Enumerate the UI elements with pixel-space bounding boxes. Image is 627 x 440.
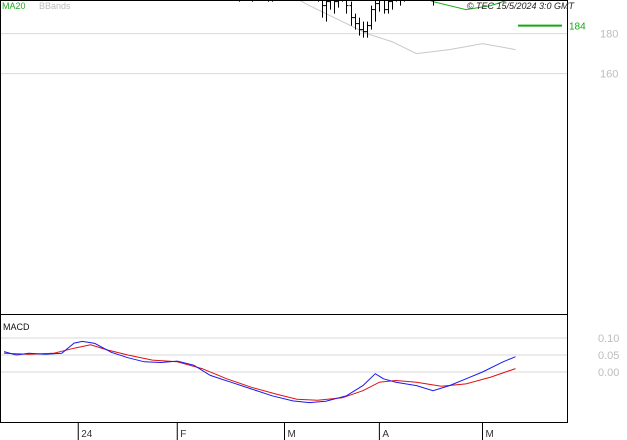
chart-frame — [0, 0, 568, 423]
ohlc-bar — [369, 5, 374, 30]
macd-tick-label: 0.00 — [598, 367, 619, 379]
ohlc-bar — [386, 0, 391, 14]
ohlc-bar — [349, 1, 354, 26]
x-tick-label: M — [486, 429, 494, 440]
ohlc-bar — [377, 0, 382, 12]
ohlc-bar — [373, 0, 378, 22]
grid-lines — [0, 33, 567, 440]
macd-panel-frame — [0, 314, 568, 423]
bbands-legend: BBands — [39, 1, 71, 11]
ohlc-bar — [346, 0, 349, 14]
ma20-line — [427, 0, 510, 11]
ohlc-bar — [334, 0, 337, 14]
ohlc-bar — [382, 0, 387, 14]
ohlc-bar — [328, 0, 331, 10]
macd-tick-label: 0.10 — [598, 333, 619, 345]
ma20-path — [427, 0, 510, 11]
ohlc-bar — [324, 0, 329, 22]
copyright-label: © TEC 15/5/2024 3:0 GMT — [467, 1, 576, 11]
ohlc-bar — [361, 21, 366, 38]
price-tick-label: 160 — [600, 69, 618, 81]
price-tick-label: 180 — [600, 29, 618, 41]
bollinger-bands — [297, 0, 516, 55]
signal-line — [3, 344, 516, 401]
x-tick-label: 24 — [81, 429, 93, 440]
ohlc-bar — [390, 0, 393, 10]
bb-lower-line — [297, 0, 516, 55]
macd-lines — [3, 340, 516, 404]
macd-line — [3, 340, 516, 404]
ma20-legend: MA20 — [2, 1, 26, 11]
price-panel-frame — [0, 0, 568, 315]
x-tick-label: A — [382, 429, 389, 440]
ohlc-bar — [336, 0, 339, 8]
macd-tick-label: 0.05 — [598, 350, 619, 362]
x-tick-label: M — [288, 429, 296, 440]
x-tick-label: F — [180, 429, 186, 440]
support-label: 184 — [569, 22, 586, 33]
ohlc-bar — [357, 17, 362, 36]
price-tick-label: 200 — [600, 0, 618, 1]
ohlc-bar — [322, 0, 325, 18]
ohlc-bar — [353, 13, 358, 30]
ohlc-bar — [365, 21, 370, 38]
ohlc-bar — [400, 0, 401, 6]
price-levels: 235184 — [518, 22, 586, 33]
macd-title: MACD — [3, 322, 30, 332]
